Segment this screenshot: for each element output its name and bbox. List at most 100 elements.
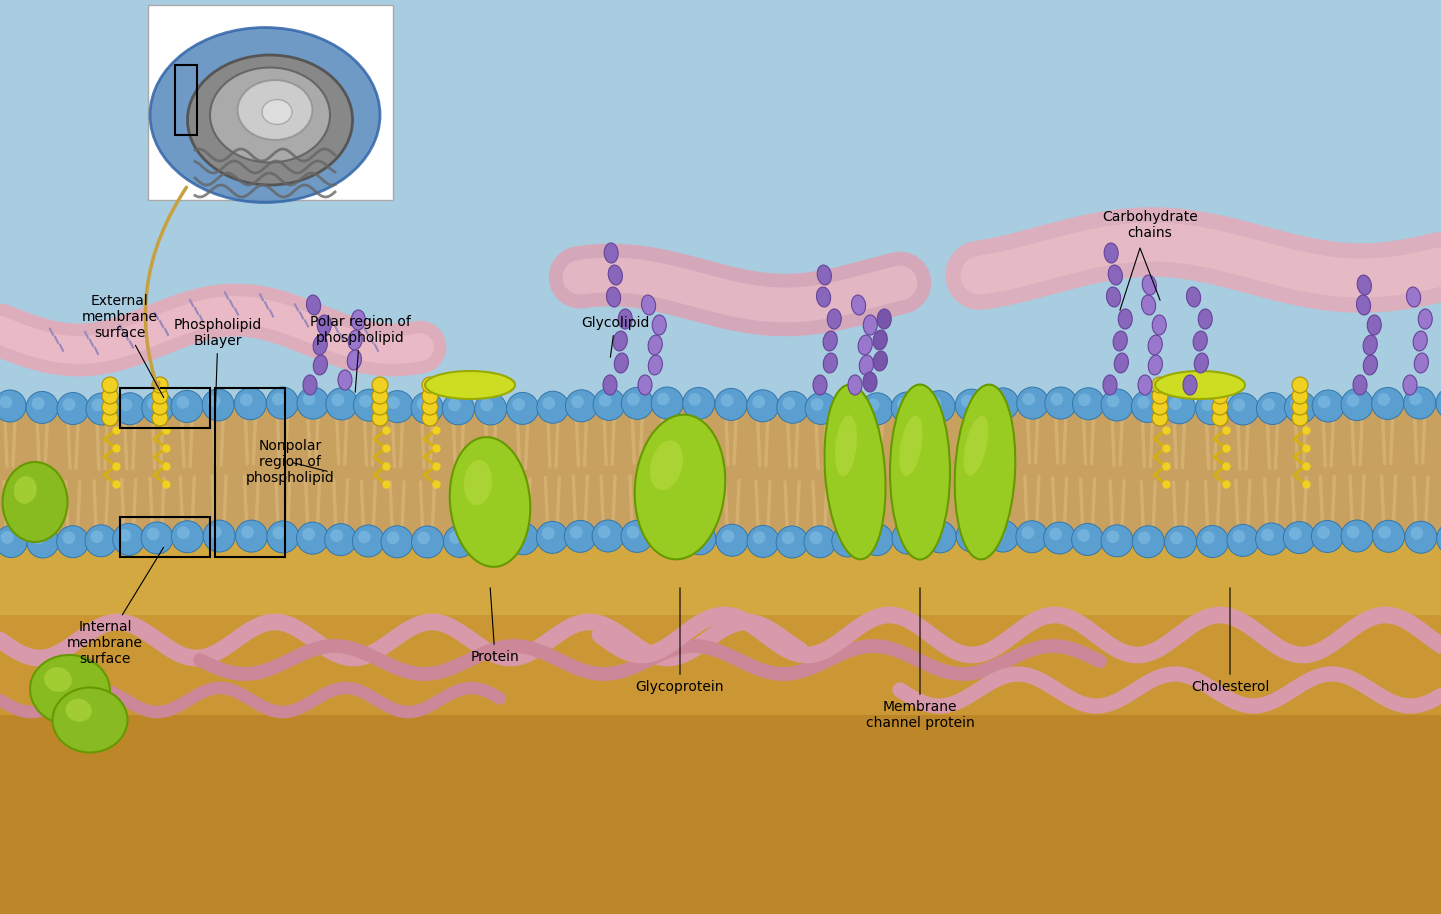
Circle shape [476,525,507,557]
Circle shape [1131,390,1163,422]
Circle shape [1372,388,1404,420]
Circle shape [85,525,117,557]
Circle shape [1373,520,1405,552]
Circle shape [1347,394,1359,407]
Ellipse shape [813,375,827,395]
Ellipse shape [863,372,878,392]
Circle shape [781,532,794,545]
Ellipse shape [634,415,725,559]
Circle shape [1078,529,1089,542]
Ellipse shape [817,287,830,307]
Circle shape [839,399,852,411]
Circle shape [353,389,386,421]
Ellipse shape [836,415,857,476]
Ellipse shape [66,699,92,722]
Circle shape [0,390,26,422]
Circle shape [1319,396,1330,409]
Circle shape [303,527,316,540]
Circle shape [241,393,252,406]
Circle shape [507,523,539,555]
Ellipse shape [1118,309,1133,329]
Circle shape [241,526,254,538]
Ellipse shape [1148,355,1163,375]
Ellipse shape [1418,309,1432,329]
Circle shape [32,397,45,409]
Ellipse shape [602,375,617,395]
Text: Protein: Protein [471,588,519,664]
Circle shape [1016,521,1048,553]
Circle shape [898,527,911,540]
Circle shape [513,528,526,541]
Ellipse shape [878,309,891,329]
Ellipse shape [857,335,872,355]
Circle shape [928,397,941,409]
Ellipse shape [641,295,656,315]
Circle shape [1293,377,1308,393]
Ellipse shape [238,80,313,140]
Text: Carbohydrate
chains: Carbohydrate chains [1102,210,1197,240]
Circle shape [416,398,429,410]
Circle shape [1133,526,1164,558]
Circle shape [1257,392,1288,424]
Circle shape [112,524,144,556]
Circle shape [0,396,13,409]
Circle shape [599,394,611,407]
Circle shape [862,393,893,425]
Circle shape [1151,399,1169,415]
Circle shape [1151,388,1169,404]
Circle shape [171,390,203,422]
Ellipse shape [1363,335,1378,355]
Circle shape [372,410,388,426]
Circle shape [862,524,893,556]
Circle shape [592,520,624,552]
Circle shape [1262,399,1275,411]
Circle shape [1288,527,1301,540]
Ellipse shape [614,353,628,373]
Circle shape [1378,526,1391,538]
Text: Phospholipid
Bilayer: Phospholipid Bilayer [174,318,262,417]
Circle shape [683,388,715,420]
Circle shape [689,528,702,541]
Ellipse shape [52,687,127,752]
Circle shape [1163,392,1196,424]
Circle shape [684,523,716,555]
Circle shape [422,388,438,404]
Ellipse shape [339,370,352,390]
Ellipse shape [1356,295,1370,315]
Ellipse shape [1102,375,1117,395]
Ellipse shape [303,375,317,395]
Circle shape [1342,520,1373,552]
Circle shape [892,522,924,554]
Circle shape [1226,525,1259,557]
Ellipse shape [45,667,72,692]
Circle shape [326,388,357,420]
Bar [174,65,197,135]
Circle shape [987,520,1019,552]
Circle shape [1284,522,1316,554]
Ellipse shape [349,330,362,350]
Circle shape [1313,390,1344,422]
Ellipse shape [964,416,989,475]
Circle shape [422,410,438,426]
Circle shape [571,526,582,538]
Ellipse shape [30,655,110,725]
Text: Membrane
channel protein: Membrane channel protein [866,588,974,730]
Circle shape [359,395,372,408]
Ellipse shape [313,355,327,375]
Circle shape [147,398,160,410]
Ellipse shape [1404,375,1417,395]
Circle shape [102,410,118,426]
Circle shape [1212,377,1228,393]
Circle shape [1212,399,1228,415]
Bar [215,388,285,557]
Circle shape [382,390,414,422]
Ellipse shape [3,462,68,542]
Ellipse shape [262,100,293,124]
Circle shape [202,389,233,421]
Circle shape [542,397,555,409]
Circle shape [147,527,160,540]
Circle shape [102,388,118,404]
Text: External
membrane
surface: External membrane surface [82,293,164,398]
Circle shape [1022,393,1035,406]
Circle shape [331,394,344,407]
